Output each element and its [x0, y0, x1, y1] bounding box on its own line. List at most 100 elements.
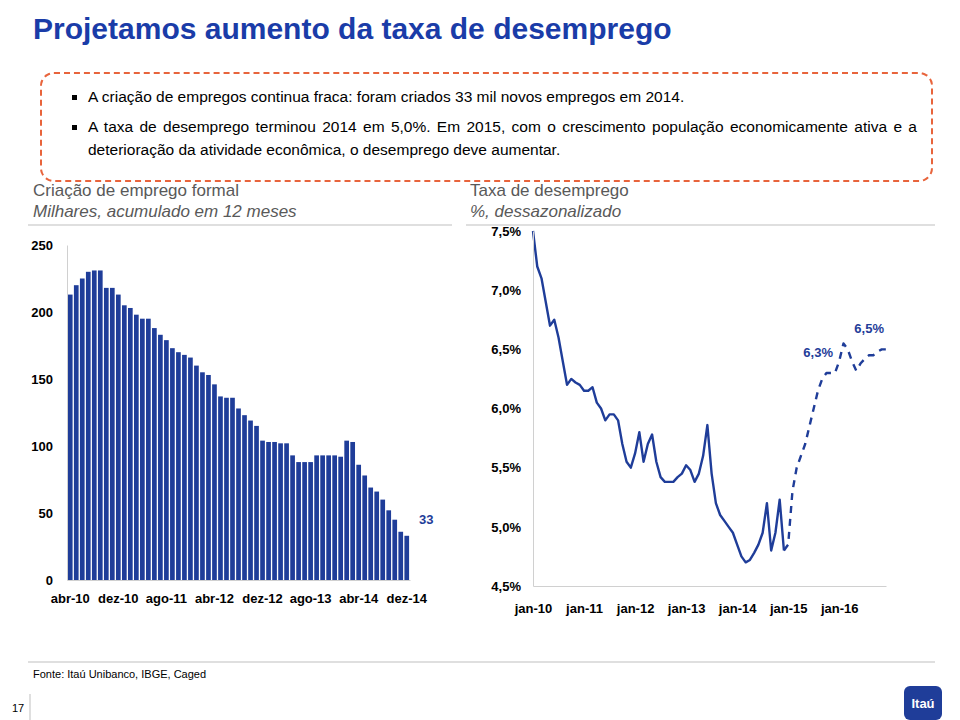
y-tick: 6,0% [491, 401, 533, 416]
bar [230, 398, 235, 580]
bar [122, 305, 127, 580]
y-tick: 6,5% [491, 342, 533, 357]
x-tick-label: jan-13 [667, 601, 706, 616]
y-tick-label: 4,5% [491, 579, 521, 594]
x-tick-label: dez-10 [98, 591, 138, 606]
x-tick-label: jan-11 [565, 601, 603, 616]
y-tick: 100 [31, 439, 67, 454]
y-tick-label: 200 [31, 305, 53, 320]
bar [242, 415, 247, 580]
y-tick: 4,5% [491, 579, 533, 594]
header-rule [466, 225, 935, 226]
line-series [784, 343, 886, 550]
bar [344, 441, 349, 580]
y-tick-label: 100 [31, 439, 53, 454]
bar [254, 426, 259, 580]
y-tick-label: 6,5% [491, 342, 521, 357]
x-tick-label: dez-12 [242, 591, 282, 606]
x-tick: abr-12 [195, 580, 234, 606]
x-tick: jan-15 [769, 586, 808, 616]
page-title: Projetamos aumento da taxa de desemprego [33, 12, 672, 46]
bars [68, 270, 409, 580]
bar [284, 443, 289, 580]
bar [314, 455, 319, 580]
bar [74, 285, 79, 580]
x-tick: ago-11 [146, 580, 187, 606]
bar [206, 375, 211, 580]
chart-subtitle: %, dessazonalizado [470, 202, 621, 221]
chart-title: Criação de emprego formal [33, 181, 239, 200]
x-tick: jan-12 [616, 586, 655, 616]
data-labels: 6,3%6,5% [803, 321, 884, 360]
bar [338, 457, 343, 580]
y-tick-label: 6,0% [491, 401, 521, 416]
bar [332, 455, 337, 580]
x-tick-label: ago-11 [146, 591, 187, 606]
y-tick: 0 [46, 573, 67, 588]
bar [326, 455, 331, 580]
bar [146, 319, 151, 580]
bar [110, 288, 115, 580]
y-tick-label: 0 [46, 573, 53, 588]
bar [362, 475, 367, 580]
y-tick: 5,0% [491, 519, 533, 534]
y-axis: 4,5%5,0%5,5%6,0%6,5%7,0%7,5% [491, 224, 533, 594]
x-tick: dez-10 [98, 580, 138, 606]
bullet-list: A criação de empregos continua fraca: fo… [42, 85, 917, 161]
bar [374, 492, 379, 580]
x-tick-label: dez-14 [387, 591, 428, 606]
lines [533, 231, 886, 562]
page-number: 17 [12, 702, 24, 714]
x-tick: jan-11 [565, 586, 603, 616]
y-tick: 50 [39, 506, 67, 521]
bar [350, 442, 355, 580]
bar [266, 442, 271, 580]
y-tick-label: 5,0% [491, 519, 521, 534]
bar [164, 340, 169, 580]
chart: Criação de emprego formal Milhares, acumu… [28, 181, 452, 606]
bar [92, 270, 97, 580]
x-tick: jan-10 [514, 586, 553, 616]
y-tick-label: 50 [39, 506, 53, 521]
chart-subtitle: Milhares, acumulado em 12 meses [33, 202, 297, 221]
bar [224, 398, 229, 580]
y-tick: 5,5% [491, 460, 533, 475]
bar [200, 372, 205, 580]
x-tick-label: jan-12 [616, 601, 655, 616]
x-tick-label: abr-14 [339, 591, 379, 606]
x-tick: jan-14 [718, 586, 757, 616]
y-axis-line [67, 246, 68, 581]
y-tick-label: 250 [31, 238, 53, 253]
y-tick-label: 5,5% [491, 460, 521, 475]
summary-box: A criação de empregos continua fraca: fo… [40, 72, 933, 182]
bar [170, 348, 175, 580]
bar [392, 520, 397, 580]
footer-rule [28, 662, 935, 663]
y-tick: 200 [31, 305, 67, 320]
bar [68, 295, 73, 580]
y-tick-label: 150 [31, 372, 53, 387]
logo-box [904, 686, 942, 720]
logo: Itaú [911, 696, 934, 711]
bar [380, 500, 385, 580]
y-tick: 7,0% [491, 283, 533, 298]
bar [176, 352, 181, 580]
x-axis: jan-10jan-11jan-12jan-13jan-14jan-15jan-… [514, 586, 887, 616]
bar [86, 272, 91, 580]
x-tick-label: ago-13 [290, 591, 332, 606]
header-rule [28, 225, 452, 226]
data-label: 6,3% [803, 345, 833, 360]
x-tick-label: abr-10 [51, 591, 90, 606]
bar [116, 295, 121, 580]
x-axis-line [68, 580, 411, 581]
bar [290, 455, 295, 580]
x-tick: dez-14 [387, 580, 428, 606]
bar [386, 510, 391, 580]
bar [278, 443, 283, 580]
charts: Criação de emprego formal Milhares, acumu… [0, 0, 960, 720]
bar [404, 536, 409, 580]
bar [218, 396, 223, 580]
bar [194, 366, 199, 580]
chart-title: Taxa de desemprego [470, 181, 629, 200]
bar [128, 308, 133, 580]
